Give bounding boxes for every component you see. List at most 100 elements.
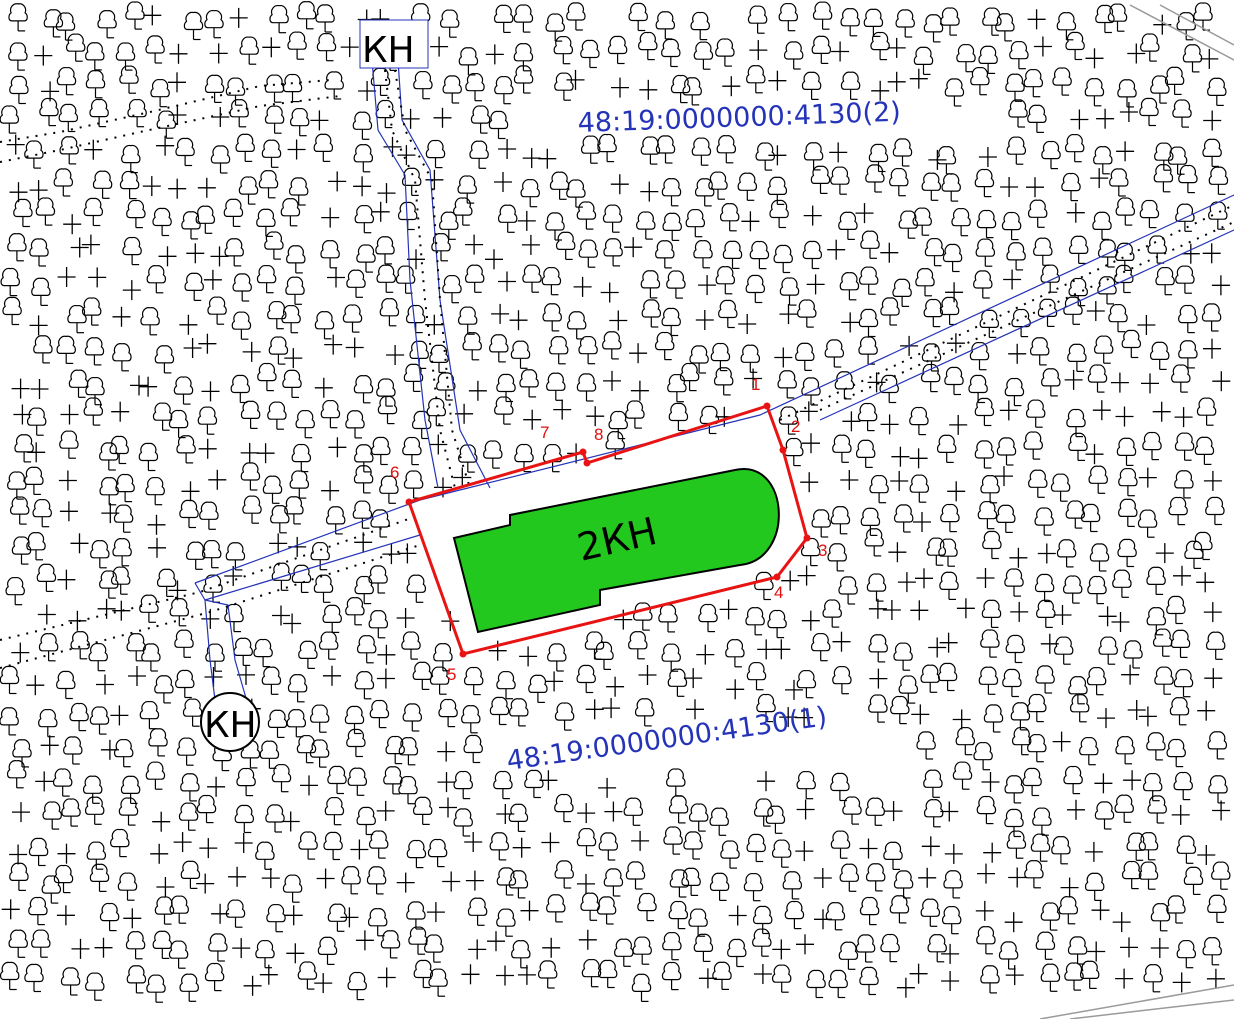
meadow-cross-icon bbox=[56, 569, 77, 591]
deciduous-tree-icon bbox=[1010, 702, 1031, 731]
deciduous-tree-icon bbox=[314, 311, 335, 340]
meadow-cross-icon bbox=[914, 567, 934, 589]
deciduous-tree-icon bbox=[943, 870, 963, 899]
meadow-cross-icon bbox=[1119, 936, 1139, 959]
meadow-cross-icon bbox=[940, 943, 960, 965]
deciduous-tree-icon bbox=[1041, 368, 1061, 397]
deciduous-tree-icon bbox=[597, 133, 617, 163]
meadow-cross-icon bbox=[1203, 601, 1223, 623]
deciduous-tree-icon bbox=[1201, 303, 1222, 332]
well-bottom-left[interactable]: КН bbox=[200, 692, 260, 752]
meadow-cross-icon bbox=[206, 776, 226, 798]
deciduous-tree-icon bbox=[1178, 340, 1198, 369]
deciduous-tree-icon bbox=[316, 32, 337, 62]
meadow-cross-icon bbox=[261, 867, 281, 889]
deciduous-tree-icon bbox=[354, 575, 374, 605]
deciduous-tree-icon bbox=[1086, 666, 1107, 696]
deciduous-tree-icon bbox=[858, 266, 879, 295]
deciduous-tree-icon bbox=[368, 610, 389, 639]
deciduous-tree-icon bbox=[838, 941, 859, 970]
deciduous-tree-icon bbox=[469, 140, 489, 169]
meadow-cross-icon bbox=[897, 571, 917, 593]
meadow-cross-icon bbox=[70, 236, 90, 259]
meadow-cross-icon bbox=[376, 800, 396, 822]
meadow-cross-icon bbox=[1155, 542, 1175, 564]
meadow-cross-icon bbox=[975, 567, 996, 589]
deciduous-tree-icon bbox=[683, 831, 703, 860]
deciduous-tree-icon bbox=[839, 272, 860, 301]
deciduous-tree-icon bbox=[204, 74, 225, 104]
deciduous-tree-icon bbox=[976, 926, 996, 955]
deciduous-tree-icon bbox=[185, 541, 206, 570]
deciduous-tree-icon bbox=[402, 436, 422, 466]
meadow-cross-icon bbox=[441, 870, 461, 893]
deciduous-tree-icon bbox=[666, 768, 686, 797]
deciduous-tree-icon bbox=[1068, 676, 1088, 705]
deciduous-tree-icon bbox=[689, 345, 709, 374]
meadow-cross-icon bbox=[737, 313, 757, 335]
deciduous-tree-icon bbox=[715, 266, 736, 295]
deciduous-tree-icon bbox=[255, 939, 275, 969]
deciduous-tree-icon bbox=[1146, 732, 1166, 761]
deciduous-tree-icon bbox=[174, 629, 194, 658]
meadow-cross-icon bbox=[323, 333, 343, 356]
meadow-cross-icon bbox=[773, 346, 793, 369]
deciduous-tree-icon bbox=[909, 474, 930, 503]
meadow-cross-icon bbox=[309, 109, 330, 132]
meadow-cross-icon bbox=[26, 441, 46, 463]
deciduous-tree-icon bbox=[256, 264, 277, 294]
deciduous-tree-icon bbox=[596, 896, 617, 925]
deciduous-tree-icon bbox=[939, 571, 959, 601]
deciduous-tree-icon bbox=[1056, 12, 1077, 41]
deciduous-tree-icon bbox=[797, 299, 817, 328]
meadow-cross-icon bbox=[10, 641, 30, 664]
meadow-cross-icon bbox=[909, 599, 929, 621]
meadow-cross-icon bbox=[784, 679, 804, 701]
deciduous-tree-icon bbox=[555, 231, 576, 260]
deciduous-tree-icon bbox=[661, 178, 682, 207]
meadow-cross-icon bbox=[95, 673, 115, 696]
deciduous-tree-icon bbox=[117, 872, 138, 901]
deciduous-tree-icon bbox=[1029, 337, 1050, 366]
deciduous-tree-icon bbox=[864, 528, 884, 557]
meadow-cross-icon bbox=[522, 409, 542, 431]
deciduous-tree-icon bbox=[554, 860, 574, 889]
deciduous-tree-icon bbox=[269, 4, 289, 34]
deciduous-tree-icon bbox=[508, 870, 529, 899]
meadow-cross-icon bbox=[685, 698, 705, 720]
deciduous-tree-icon bbox=[313, 574, 334, 603]
meadow-cross-icon bbox=[400, 108, 421, 130]
deciduous-tree-icon bbox=[488, 110, 509, 140]
meadow-cross-icon bbox=[908, 963, 929, 985]
deciduous-tree-icon bbox=[566, 2, 586, 31]
deciduous-tree-icon bbox=[1117, 79, 1137, 108]
deciduous-tree-icon bbox=[513, 43, 534, 72]
deciduous-tree-icon bbox=[1196, 397, 1217, 426]
deciduous-tree-icon bbox=[112, 538, 132, 567]
deciduous-tree-icon bbox=[1087, 364, 1108, 393]
meadow-cross-icon bbox=[912, 511, 932, 533]
meadow-cross-icon bbox=[485, 43, 505, 66]
deciduous-tree-icon bbox=[712, 961, 732, 991]
meadow-cross-icon bbox=[426, 901, 446, 923]
deciduous-tree-icon bbox=[461, 705, 481, 734]
well-top[interactable]: КН bbox=[359, 19, 429, 71]
meadow-cross-icon bbox=[40, 734, 60, 756]
meadow-cross-icon bbox=[1090, 899, 1111, 921]
deciduous-tree-icon bbox=[1006, 242, 1026, 271]
deciduous-tree-icon bbox=[139, 594, 159, 623]
deciduous-tree-icon bbox=[980, 965, 1000, 994]
vertex-label-7: 7 bbox=[540, 423, 549, 442]
deciduous-tree-icon bbox=[1139, 97, 1159, 127]
meadow-cross-icon bbox=[858, 837, 879, 860]
deciduous-tree-icon bbox=[401, 631, 421, 660]
building-2kn[interactable] bbox=[452, 468, 780, 634]
deciduous-tree-icon bbox=[581, 958, 602, 988]
deciduous-tree-icon bbox=[428, 968, 448, 997]
deciduous-tree-icon bbox=[327, 765, 347, 795]
vertex-label-5: 5 bbox=[447, 665, 456, 684]
meadow-cross-icon bbox=[521, 234, 541, 256]
deciduous-tree-icon bbox=[825, 902, 846, 931]
meadow-cross-icon bbox=[946, 480, 966, 502]
